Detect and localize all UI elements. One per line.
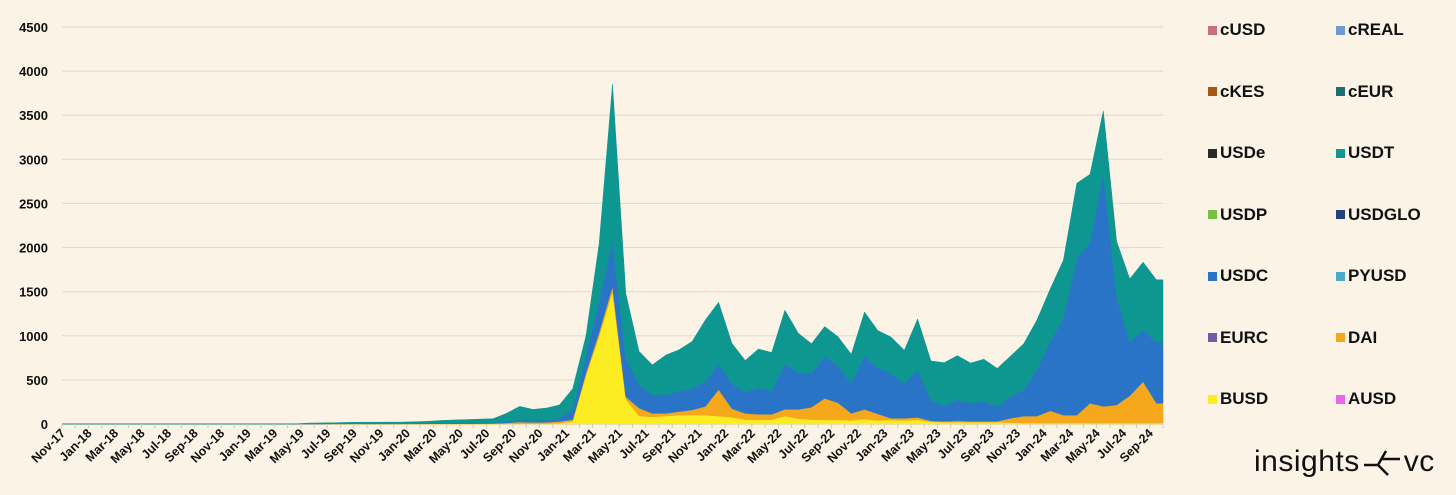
legend-item-usdc: USDC [1208, 266, 1268, 286]
legend-label: DAI [1348, 327, 1378, 347]
legend-item-usde: USDe [1208, 143, 1265, 163]
legend-label: USDC [1220, 266, 1269, 285]
y-tick-label: 4500 [19, 20, 48, 35]
legend-swatch [1336, 210, 1345, 219]
legend-swatch [1208, 333, 1217, 342]
logo-text-right: vc [1403, 445, 1435, 478]
y-tick-label: 500 [26, 373, 48, 388]
legend-swatch [1336, 148, 1345, 158]
legend-item-usdt: USDT [1336, 143, 1394, 163]
legend-swatch [1336, 333, 1345, 342]
legend-item-usdp: USDP [1208, 205, 1267, 225]
legend-swatch [1208, 210, 1217, 219]
legend-label: USDe [1220, 143, 1266, 162]
y-tick-label: 1000 [19, 329, 48, 344]
legend-item-pyusd: PYUSD [1336, 266, 1407, 286]
legend-label: EURC [1220, 327, 1269, 347]
legend-swatch [1336, 394, 1345, 404]
legend-label: cUSD [1220, 20, 1266, 39]
y-tick-label: 1500 [19, 285, 48, 300]
legend-label: USDT [1348, 143, 1395, 162]
y-tick-label: 2000 [19, 241, 48, 256]
y-tick-label: 3500 [19, 108, 48, 123]
legend-item-eurc: EURC [1208, 328, 1268, 348]
legend-item-ceur: cEUR [1336, 82, 1393, 102]
legend-label: USDGLO [1348, 204, 1421, 224]
legend-label: cEUR [1348, 81, 1394, 101]
y-tick-label: 0 [41, 417, 48, 432]
legend-item-usdglo: USDGLO [1336, 205, 1421, 225]
legend-item-ausd: AUSD [1336, 389, 1396, 409]
legend-swatch [1208, 394, 1217, 404]
legend-swatch [1208, 87, 1217, 96]
legend-label: BUSD [1220, 389, 1269, 408]
legend-swatch [1208, 148, 1217, 158]
legend-swatch [1336, 87, 1345, 96]
legend-label: AUSD [1348, 389, 1397, 408]
x-axis: Nov-17Jan-18Mar-18May-18Jul-18Sep-18Nov-… [29, 424, 1164, 466]
legend-label: PYUSD [1348, 266, 1407, 285]
legend-swatch [1208, 271, 1217, 281]
legend-label: cKES [1220, 81, 1265, 101]
legend-item-creal: cREAL [1336, 20, 1404, 40]
legend-item-busd: BUSD [1208, 389, 1268, 409]
legend-label: cREAL [1348, 20, 1404, 39]
y-tick-label: 3000 [19, 152, 48, 167]
y-axis: 0 500 1000 1500 2000 2500 3000 3500 4000 4500 [19, 20, 48, 432]
y-tick-label: 4000 [19, 64, 48, 79]
legend-swatch [1336, 25, 1345, 35]
series-areas [62, 84, 1164, 425]
y-tick-label: 2500 [19, 196, 48, 211]
legend-label: USDP [1220, 204, 1268, 224]
legend-swatch [1336, 271, 1345, 281]
logo-text-left: insights [1254, 445, 1360, 478]
insights-vc-logo: insights vc [1254, 445, 1435, 479]
logo-mark-icon [1363, 450, 1400, 476]
legend-swatch [1208, 25, 1217, 35]
legend-item-ckes: cKES [1208, 82, 1264, 102]
legend-item-cusd: cUSD [1208, 20, 1265, 40]
legend-item-dai: DAI [1336, 328, 1377, 348]
area-usdt [62, 84, 1164, 425]
